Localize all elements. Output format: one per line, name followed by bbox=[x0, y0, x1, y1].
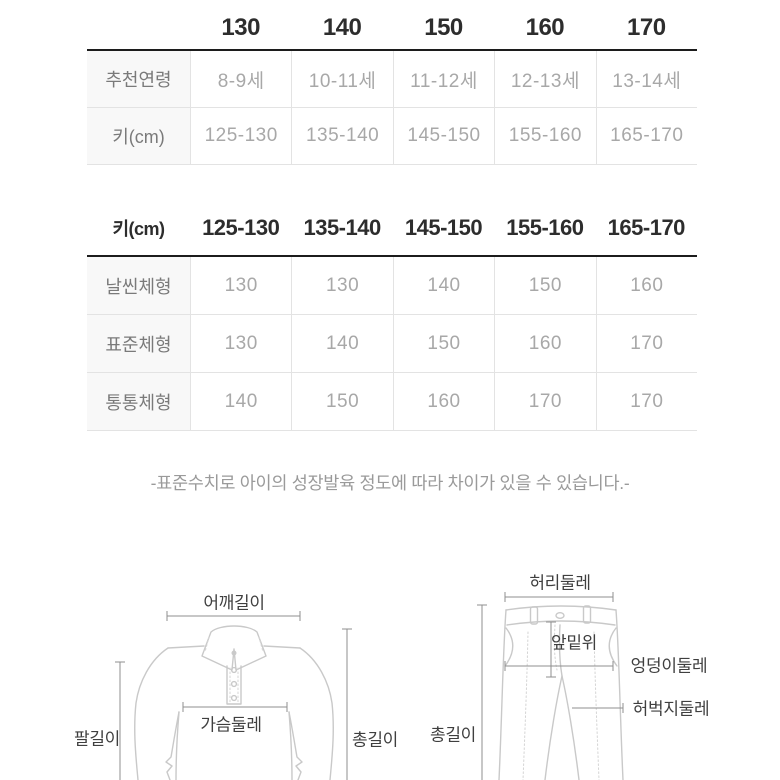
height-bodytype-table: 키(cm) 125-130 135-140 145-150 155-160 16… bbox=[87, 200, 697, 431]
table-cell: 10-11세 bbox=[291, 51, 392, 107]
shirt-outline-drawing bbox=[134, 625, 334, 780]
size-age-table: 130 140 150 160 170 추천연령 8-9세 10-11세 11-… bbox=[87, 6, 697, 165]
shirt-total-length-label: 총길이 bbox=[351, 730, 399, 750]
table-cell: 145-150 bbox=[392, 108, 494, 164]
table-cell: 8-9세 bbox=[190, 51, 291, 107]
table-cell: 160 bbox=[494, 315, 595, 372]
measurement-lines bbox=[115, 592, 624, 780]
height-column-header: 125-130 bbox=[202, 214, 280, 240]
row-label: 키(cm) bbox=[87, 108, 190, 164]
table-row: 날씬체형 130 130 140 150 160 bbox=[87, 257, 697, 315]
size-column-header: 170 bbox=[627, 13, 666, 41]
table-cell: 130 bbox=[291, 257, 392, 314]
garment-line-art bbox=[115, 592, 624, 780]
table-row: 통통체형 140 150 160 170 170 bbox=[87, 373, 697, 431]
table-cell: 150 bbox=[291, 373, 392, 430]
table-cell: 165-170 bbox=[595, 108, 697, 164]
height-column-header: 165-170 bbox=[607, 214, 686, 240]
shirt-chest-label: 가슴둘레 bbox=[200, 715, 262, 735]
table-cell: 125-130 bbox=[190, 108, 291, 164]
table-cell: 11-12세 bbox=[392, 51, 494, 107]
table-cell: 150 bbox=[392, 315, 494, 372]
table-cell: 130 bbox=[190, 257, 291, 314]
table-cell: 155-160 bbox=[494, 108, 595, 164]
table-header-row: 키(cm) 125-130 135-140 145-150 155-160 16… bbox=[87, 200, 697, 257]
table-cell: 170 bbox=[494, 373, 595, 430]
row-label: 날씬체형 bbox=[87, 257, 190, 314]
table-cell: 13-14세 bbox=[595, 51, 697, 107]
table-header-row: 130 140 150 160 170 bbox=[87, 6, 697, 51]
table-row: 키(cm) 125-130 135-140 145-150 155-160 16… bbox=[87, 108, 697, 165]
pants-front-rise-label: 앞밑위 bbox=[550, 633, 598, 653]
table-cell: 150 bbox=[494, 257, 595, 314]
size-column-header: 130 bbox=[221, 13, 260, 41]
table-row: 표준체형 130 140 150 160 170 bbox=[87, 315, 697, 373]
growth-note: -표준수치로 아이의 성장발육 정도에 따라 차이가 있을 수 있습니다.- bbox=[150, 473, 630, 493]
table-cell: 160 bbox=[392, 373, 494, 430]
table-cell: 12-13세 bbox=[494, 51, 595, 107]
pants-waist-label: 허리둘레 bbox=[529, 573, 591, 593]
pants-hip-label: 엉덩이둘레 bbox=[630, 656, 708, 676]
table-cell: 130 bbox=[190, 315, 291, 372]
table-cell: 140 bbox=[190, 373, 291, 430]
garment-measurement-diagram: 어깨길이 팔길이 가슴둘레 총길이 허리둘레 앞밑위 엉덩이둘레 허벅지둘레 총… bbox=[0, 560, 780, 780]
table-cell: 160 bbox=[595, 257, 697, 314]
shirt-shoulder-length-label: 어깨길이 bbox=[203, 593, 265, 613]
table-cell: 135-140 bbox=[291, 108, 392, 164]
table-cell: 170 bbox=[595, 315, 697, 372]
size-column-header: 140 bbox=[322, 13, 362, 41]
shirt-arm-length-label: 팔길이 bbox=[73, 729, 121, 749]
height-column-header: 135-140 bbox=[303, 214, 381, 240]
table-row: 추천연령 8-9세 10-11세 11-12세 12-13세 13-14세 bbox=[87, 51, 697, 108]
row-label: 통통체형 bbox=[87, 373, 190, 430]
size-column-header: 160 bbox=[525, 13, 565, 41]
pants-thigh-label: 허벅지둘레 bbox=[632, 699, 710, 719]
size-column-header: 150 bbox=[424, 13, 463, 41]
height-column-header: 145-150 bbox=[404, 214, 483, 240]
height-column-header: 155-160 bbox=[506, 214, 584, 240]
corner-cell bbox=[87, 6, 190, 49]
pants-total-length-label: 총길이 bbox=[429, 725, 477, 745]
pants-outline-drawing bbox=[498, 605, 624, 780]
row-label: 추천연령 bbox=[87, 51, 190, 107]
table-cell: 140 bbox=[392, 257, 494, 314]
table-cell: 170 bbox=[595, 373, 697, 430]
table-cell: 140 bbox=[291, 315, 392, 372]
row-label: 표준체형 bbox=[87, 315, 190, 372]
corner-header: 키(cm) bbox=[112, 218, 165, 239]
